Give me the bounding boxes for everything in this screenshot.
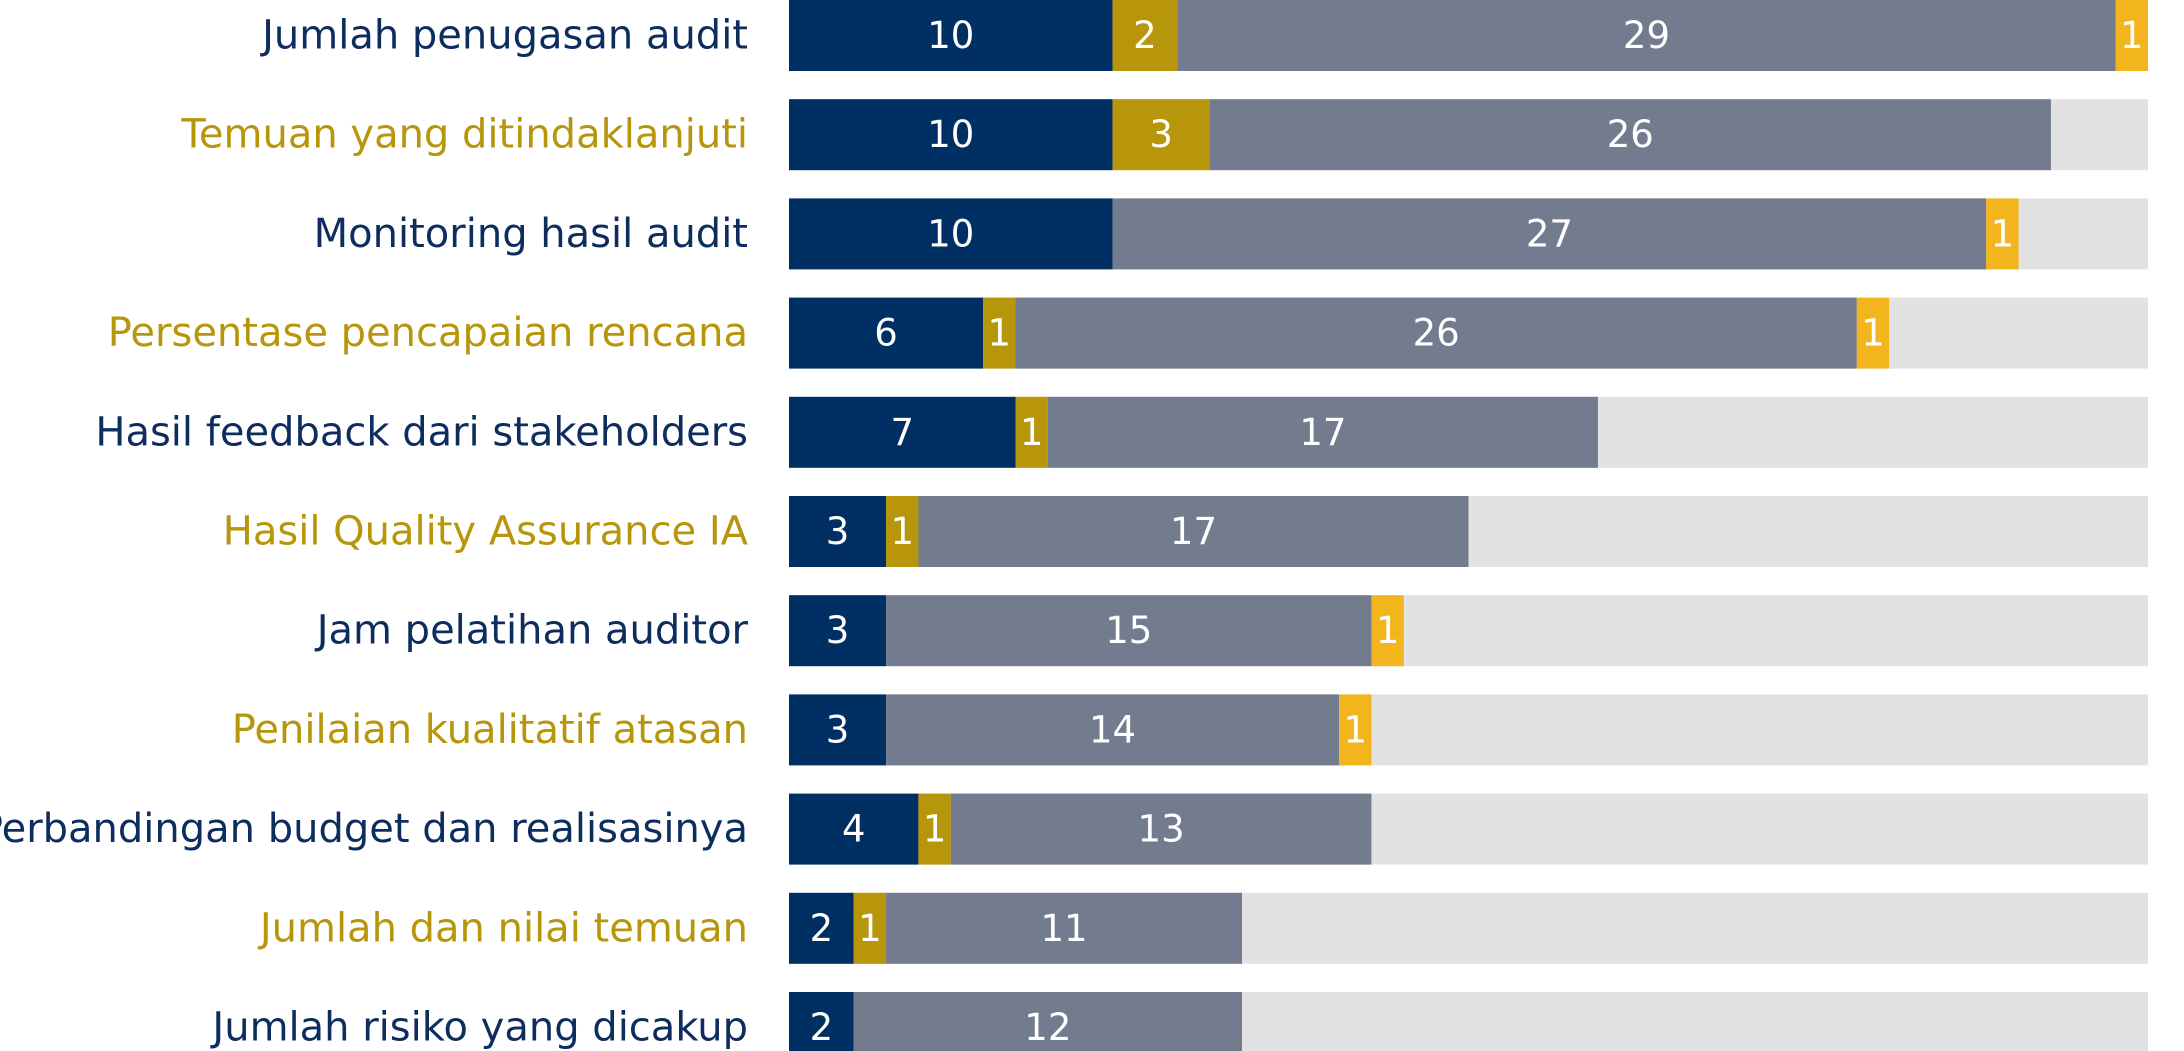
bar-segment	[983, 297, 1016, 369]
value-label: 1	[1376, 609, 1400, 652]
bar-segment	[1339, 694, 1372, 766]
bar-segment	[2115, 0, 2148, 71]
bar-segment	[789, 892, 854, 964]
bar-segment	[1015, 396, 1048, 468]
bar-segment	[789, 99, 1113, 171]
bar-segment	[789, 496, 887, 567]
value-label: 29	[1623, 14, 1670, 57]
value-label: 2	[810, 907, 834, 950]
bar-segment	[1856, 297, 1890, 369]
bar-segment	[886, 595, 1372, 667]
value-label: 1	[988, 312, 1012, 355]
bar-segment	[886, 892, 1242, 964]
bar-segment	[886, 694, 1340, 766]
bar-segment	[950, 793, 1372, 865]
value-label: 1	[858, 907, 882, 950]
bar-segment	[886, 496, 919, 567]
value-label: 27	[1526, 212, 1573, 255]
value-label: 13	[1138, 808, 1185, 851]
category-label: Persentase pencapaian rencana	[108, 310, 748, 356]
value-label: 1	[1343, 708, 1367, 751]
value-label: 7	[890, 411, 914, 454]
bar-segment	[789, 595, 887, 667]
value-label: 12	[1024, 1006, 1071, 1049]
value-label: 1	[1991, 212, 2015, 255]
value-label: 3	[1149, 113, 1173, 156]
value-label: 14	[1089, 708, 1136, 751]
value-label: 4	[842, 808, 866, 851]
bar-segment	[1209, 99, 2051, 171]
bar-segment	[789, 0, 1113, 71]
category-label: Temuan yang ditindaklanjuti	[180, 112, 748, 158]
category-label: Jumlah risiko yang dicakup	[209, 1005, 748, 1051]
value-label: 11	[1040, 907, 1087, 950]
bar-segment	[1986, 198, 2019, 270]
bar-segment	[1112, 198, 1987, 270]
value-label: 26	[1413, 312, 1460, 355]
category-label: Hasil feedback dari stakeholders	[95, 409, 748, 455]
value-label: 26	[1607, 113, 1654, 156]
value-label: 1	[2120, 14, 2144, 57]
bar-segment	[1015, 297, 1857, 369]
value-label: 1	[923, 808, 947, 851]
value-label: 2	[810, 1006, 834, 1049]
value-label: 1	[1020, 411, 1044, 454]
value-label: 17	[1170, 510, 1217, 553]
category-label: Jumlah dan nilai temuan	[257, 905, 748, 951]
bar-segment	[918, 793, 951, 865]
value-label: 1	[1861, 312, 1885, 355]
value-label: 3	[826, 609, 850, 652]
bar-segment	[1177, 0, 2116, 71]
bar-segment	[1047, 396, 1598, 468]
category-label: Perbandingan budget dan realisasinya	[0, 806, 748, 852]
bar-segment	[1112, 0, 1178, 71]
bar-segment	[1371, 595, 1404, 667]
bar-segment	[853, 992, 1242, 1051]
value-label: 3	[826, 510, 850, 553]
value-label: 10	[927, 212, 974, 255]
category-label: Penilaian kualitatif atasan	[232, 707, 748, 753]
bar-segment	[789, 198, 1113, 270]
bar-segment	[789, 297, 984, 369]
value-label: 15	[1105, 609, 1152, 652]
value-label: 10	[927, 14, 974, 57]
value-label: 2	[1133, 14, 1157, 57]
bar-segment	[789, 694, 887, 766]
value-label: 6	[874, 312, 898, 355]
value-label: 10	[927, 113, 974, 156]
bar-segment	[1112, 99, 1210, 171]
value-label: 1	[890, 510, 914, 553]
category-label: Jam pelatihan auditor	[314, 608, 749, 654]
category-label: Jumlah penugasan audit	[259, 13, 748, 59]
bar-segment	[789, 396, 1016, 468]
category-label: Hasil Quality Assurance IA	[223, 509, 749, 555]
category-label: Monitoring hasil audit	[314, 211, 748, 257]
value-label: 17	[1299, 411, 1346, 454]
bar-segment	[853, 892, 887, 964]
bar-segment	[789, 992, 854, 1051]
value-label: 3	[826, 708, 850, 751]
bar-segment	[789, 793, 919, 865]
bar-segment	[918, 496, 1469, 567]
